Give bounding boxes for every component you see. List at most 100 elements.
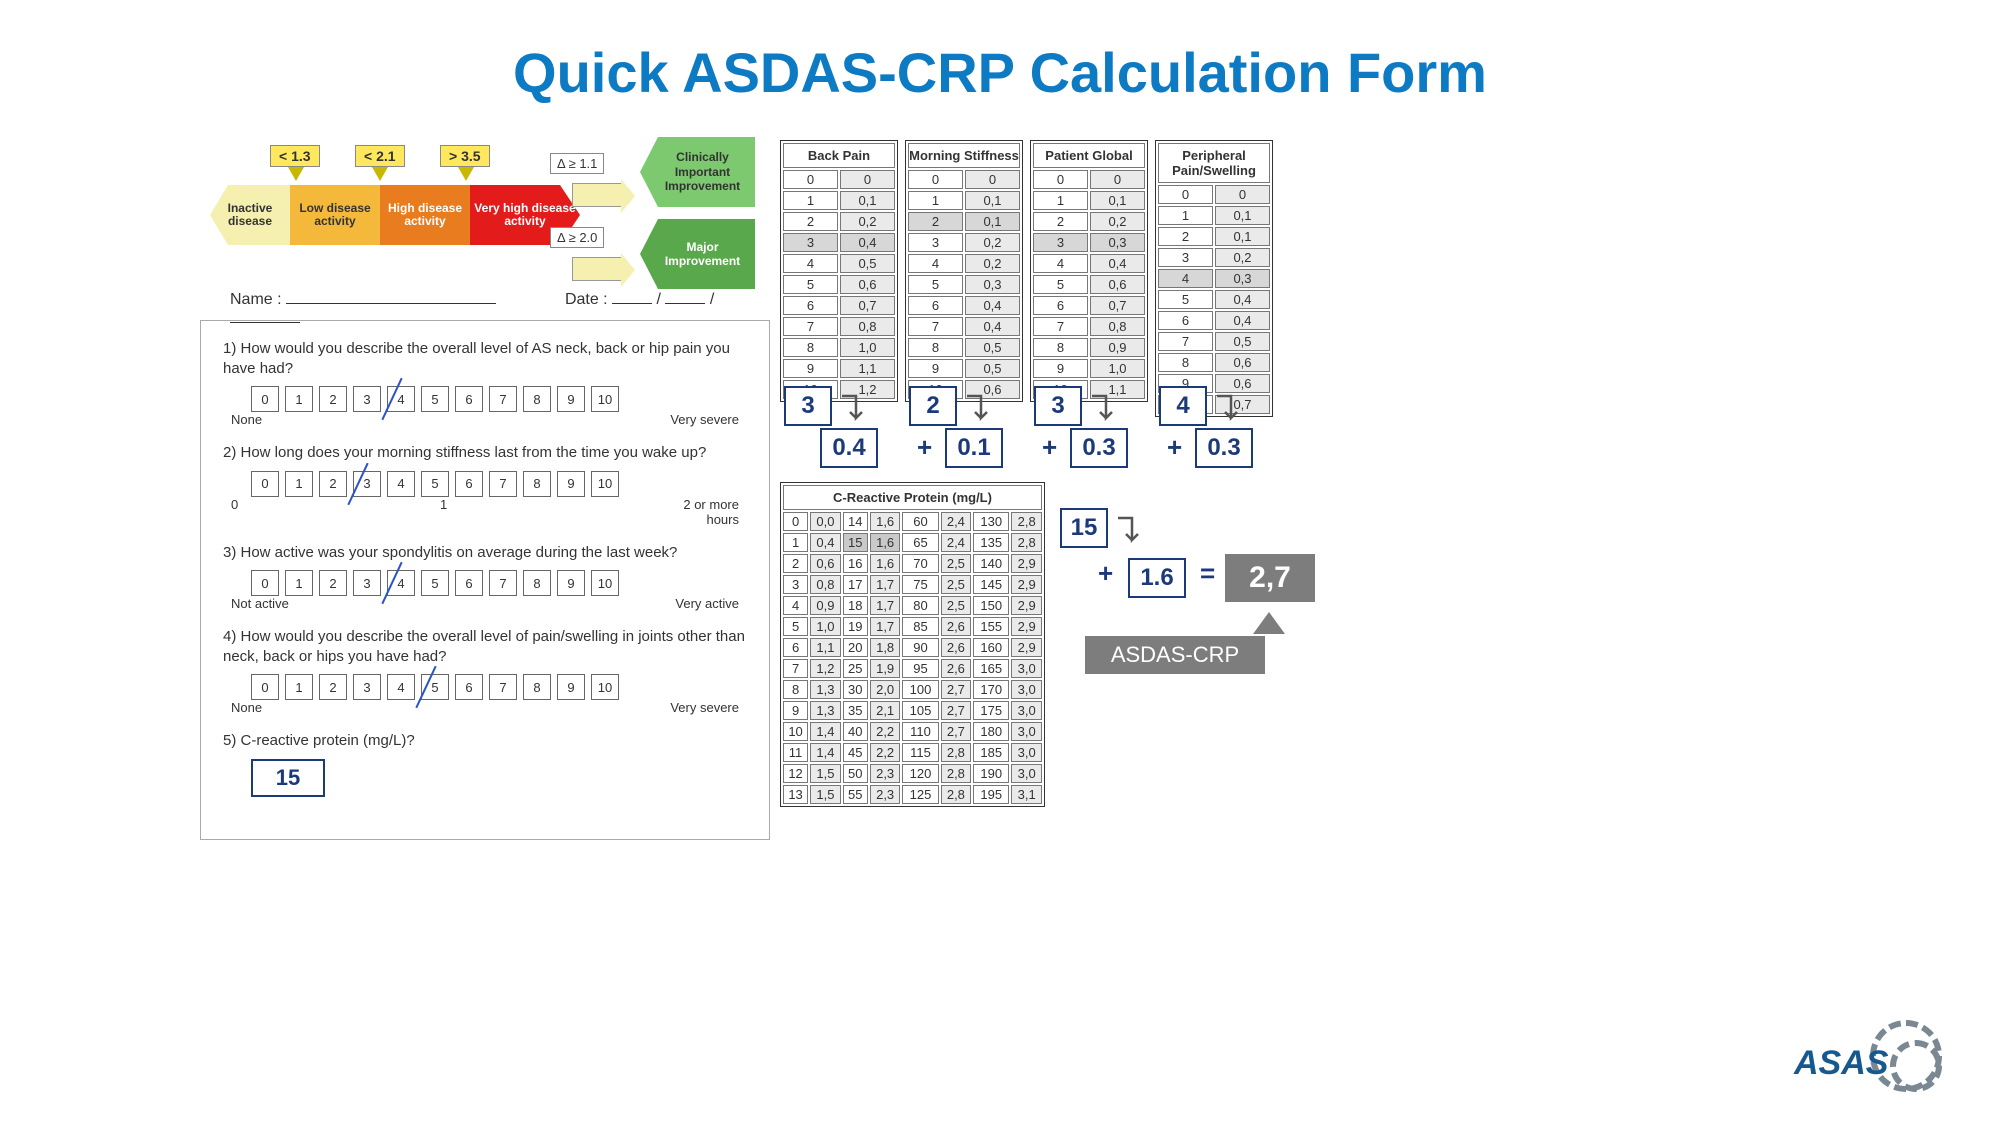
nrs-cell[interactable]: 7 [489, 386, 517, 412]
table-header: Back Pain [783, 143, 895, 168]
nrs-cell[interactable]: 3 [353, 386, 381, 412]
segment-inactive: Inactive disease [210, 185, 290, 245]
lookup-input-value: 3 [1034, 386, 1082, 426]
nrs-cell[interactable]: 6 [455, 570, 483, 596]
lookup-table: Back Pain0010,120,230,440,550,660,770,88… [780, 140, 898, 402]
scale-right: Very severe [670, 412, 739, 427]
nrs-cell[interactable]: 2 [319, 674, 347, 700]
question-text: 3) How active was your spondylitis on av… [223, 543, 747, 563]
crp-input-box[interactable]: 15 [251, 759, 325, 797]
nrs-cell[interactable]: 2 [319, 386, 347, 412]
nrs-cell[interactable]: 9 [557, 471, 585, 497]
segment-high: High disease activity [380, 185, 470, 245]
plus-op: + [1098, 558, 1113, 589]
nrs-cell[interactable]: 4 [387, 674, 415, 700]
threshold-3: > 3.5 [440, 145, 490, 167]
improvement-cii: Clinically Important Improvement [640, 137, 755, 207]
asas-logo: ASAS [1870, 1020, 1940, 1095]
scale-left: None [231, 700, 262, 715]
scale-left: None [231, 412, 262, 427]
arrow-down-icon [288, 167, 304, 181]
nrs-cell[interactable]: 7 [489, 471, 517, 497]
nrs-cell[interactable]: 6 [455, 471, 483, 497]
arrow-down-icon [372, 167, 388, 181]
nrs-cell[interactable]: 0 [251, 570, 279, 596]
nrs-cell[interactable]: 10 [591, 471, 619, 497]
nrs-cell[interactable]: 5 [421, 570, 449, 596]
crp-input-value: 15 [1060, 508, 1108, 548]
nrs-cell[interactable]: 8 [523, 471, 551, 497]
crp-contrib-value: 1.6 [1128, 558, 1186, 598]
nrs-scale[interactable]: 012345678910 [251, 471, 747, 497]
table-header: Patient Global [1033, 143, 1145, 168]
nrs-cell[interactable]: 1 [285, 674, 313, 700]
nrs-scale[interactable]: 012345678910 [251, 674, 747, 700]
threshold-2: < 2.1 [355, 145, 405, 167]
lookup-contrib-value: 0.1 [945, 428, 1003, 468]
nrs-cell[interactable]: 0 [251, 674, 279, 700]
nrs-cell[interactable]: 10 [591, 570, 619, 596]
scale-right: Very active [675, 596, 739, 611]
plus-op: + [917, 432, 932, 463]
nrs-cell[interactable]: 7 [489, 674, 517, 700]
lookup-contrib-value: 0.3 [1195, 428, 1253, 468]
threshold-1: < 1.3 [270, 145, 320, 167]
hook-arrow-icon [1213, 392, 1243, 422]
nrs-cell[interactable]: 3 [353, 674, 381, 700]
table-header: Peripheral Pain/Swelling [1158, 143, 1270, 183]
nrs-cell[interactable]: 5 [421, 471, 449, 497]
lookup-input-value: 2 [909, 386, 957, 426]
date-field-1[interactable] [612, 290, 652, 304]
question-text: 2) How long does your morning stiffness … [223, 443, 747, 463]
nrs-cell[interactable]: 4 [387, 471, 415, 497]
nrs-cell[interactable]: 9 [557, 386, 585, 412]
improvement-major: Major Improvement [640, 219, 755, 289]
nrs-scale[interactable]: 012345678910 [251, 570, 747, 596]
date-field-2[interactable] [665, 290, 705, 304]
hook-arrow-icon [838, 392, 868, 422]
nrs-cell[interactable]: 8 [523, 386, 551, 412]
nrs-scale[interactable]: 012345678910 [251, 386, 747, 412]
nrs-cell[interactable]: 3 [353, 471, 381, 497]
nrs-cell[interactable]: 0 [251, 386, 279, 412]
delta-2: Δ ≥ 2.0 [550, 227, 604, 248]
table-header: C-Reactive Protein (mg/L) [783, 485, 1042, 510]
nrs-cell[interactable]: 10 [591, 386, 619, 412]
lookup-input-value: 4 [1159, 386, 1207, 426]
nrs-cell[interactable]: 2 [319, 471, 347, 497]
lookup-table: Patient Global0010,120,230,340,450,660,7… [1030, 140, 1148, 402]
nrs-cell[interactable]: 8 [523, 674, 551, 700]
nrs-cell[interactable]: 3 [353, 570, 381, 596]
nrs-cell[interactable]: 6 [455, 674, 483, 700]
scale-right: 2 or more hours [649, 497, 739, 527]
nrs-cell[interactable]: 9 [557, 570, 585, 596]
asdas-result: 2,7 [1225, 554, 1315, 602]
nrs-cell[interactable]: 4 [387, 570, 415, 596]
fat-arrow-icon [572, 183, 622, 207]
nrs-cell[interactable]: 1 [285, 471, 313, 497]
nrs-cell[interactable]: 6 [455, 386, 483, 412]
nrs-cell[interactable]: 9 [557, 674, 585, 700]
nrs-cell[interactable]: 1 [285, 386, 313, 412]
table-header: Morning Stiffness [908, 143, 1020, 168]
equals-op: = [1200, 558, 1215, 589]
delta-1: Δ ≥ 1.1 [550, 153, 604, 174]
nrs-cell[interactable]: 5 [421, 386, 449, 412]
hook-arrow-icon [963, 392, 993, 422]
asdas-result-label: ASDAS-CRP [1085, 636, 1265, 674]
nrs-cell[interactable]: 8 [523, 570, 551, 596]
nrs-cell[interactable]: 0 [251, 471, 279, 497]
lookup-table: Morning Stiffness0010,120,130,240,250,36… [905, 140, 1023, 402]
nrs-cell[interactable]: 2 [319, 570, 347, 596]
nrs-cell[interactable]: 1 [285, 570, 313, 596]
scale-left: Not active [231, 596, 289, 611]
nrs-cell[interactable]: 5 [421, 674, 449, 700]
questionnaire-box: 1) How would you describe the overall le… [200, 320, 770, 840]
name-field[interactable] [286, 290, 496, 304]
plus-op: + [1042, 432, 1057, 463]
nrs-cell[interactable]: 4 [387, 386, 415, 412]
question-text: 5) C-reactive protein (mg/L)? [223, 731, 747, 751]
nrs-cell[interactable]: 10 [591, 674, 619, 700]
nrs-cell[interactable]: 7 [489, 570, 517, 596]
segment-low: Low disease activity [290, 185, 380, 245]
